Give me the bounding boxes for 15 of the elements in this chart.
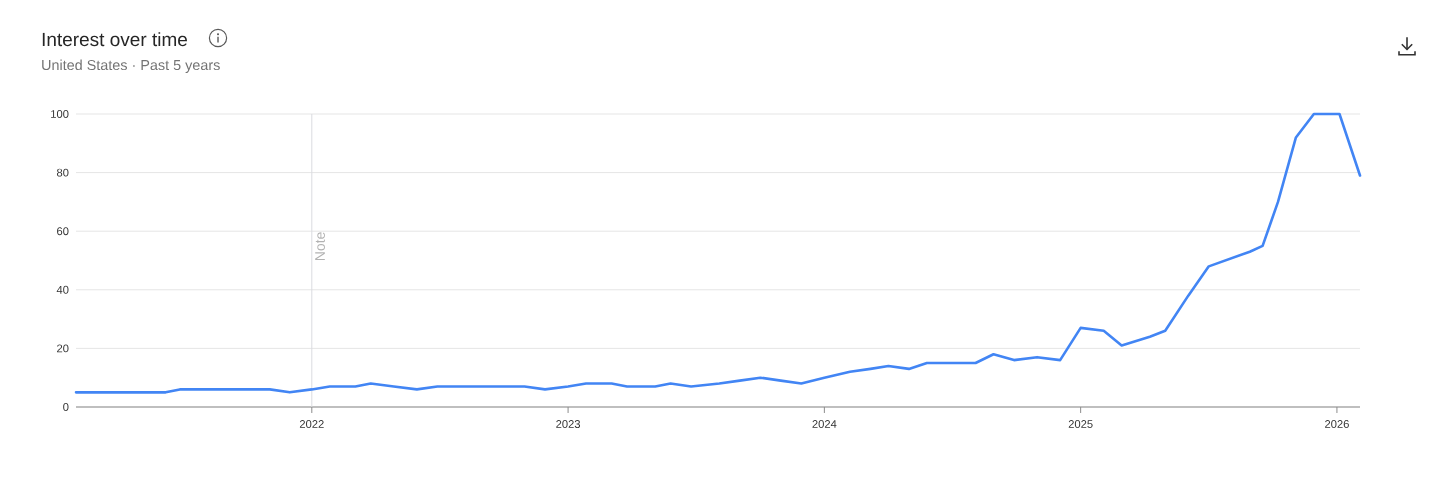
ref-line-label: Note (315, 232, 325, 261)
x-tick-label: 2026 (1325, 420, 1349, 428)
y-tick-label: 20 (57, 344, 69, 353)
y-tick-label: 80 (56, 168, 69, 177)
x-tick-label: 2024 (812, 420, 837, 428)
y-tick-label: 0 (63, 403, 69, 411)
x-tick-label: 2023 (556, 420, 581, 428)
y-tick-label: 40 (56, 285, 69, 294)
x-tick-label: 2022 (299, 420, 324, 428)
x-tick-label: 2025 (1068, 420, 1093, 428)
chart-title: Interest over time (42, 32, 187, 47)
line-series (74, 112, 1362, 394)
y-tick-label: 60 (57, 227, 69, 236)
y-tick-label: 100 (51, 110, 69, 118)
chart-subtitle: United States · Past 5 years (42, 59, 220, 73)
